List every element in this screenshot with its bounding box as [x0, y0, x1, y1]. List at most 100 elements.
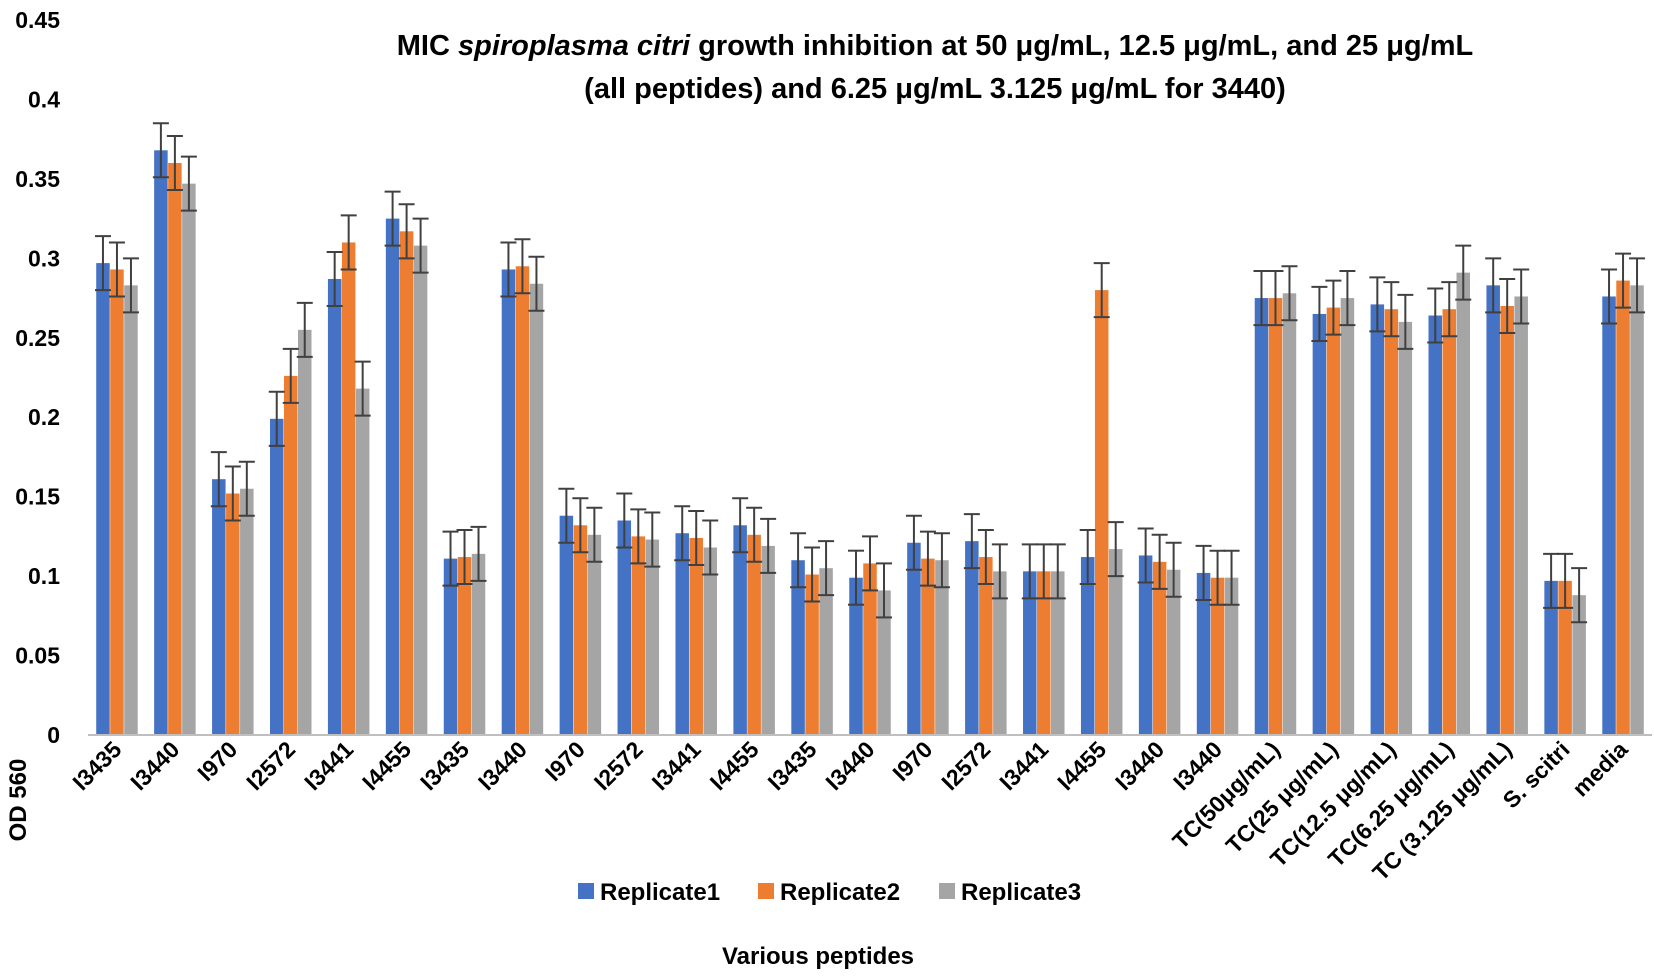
bar-replicate2 [805, 574, 819, 735]
bar-replicate3 [703, 547, 717, 735]
legend-swatch-replicate3 [939, 883, 955, 899]
bar-replicate2 [457, 557, 472, 735]
bar-replicate2 [1442, 309, 1457, 735]
bar-replicate1 [559, 515, 574, 735]
bar-replicate1 [96, 263, 110, 735]
legend-label-replicate3: Replicate3 [961, 879, 1081, 906]
bar-replicate3 [297, 329, 312, 735]
chart-title-prefix: MIC [397, 30, 458, 62]
bar-replicate3 [1572, 595, 1586, 735]
y-tick-label: 0.05 [15, 643, 60, 669]
x-category-label: I4455 [1052, 736, 1111, 795]
x-category-label: I3441 [299, 736, 358, 795]
x-category-label: I3440 [1110, 736, 1169, 795]
bar-replicate3 [1108, 549, 1123, 735]
bar-replicate1 [1254, 298, 1269, 735]
y-tick-label: 0.1 [28, 563, 60, 589]
bar-replicate2 [573, 525, 588, 735]
bar-replicate2 [1558, 580, 1572, 735]
bar-replicate1 [1080, 557, 1095, 735]
bar-replicate3 [124, 285, 138, 735]
bar-replicate2 [863, 563, 877, 735]
x-category-label: I3435 [415, 736, 474, 795]
y-tick-label: 0.45 [15, 7, 60, 33]
bar-replicate2 [110, 269, 124, 735]
bar-replicate3 [1398, 321, 1413, 735]
bar-replicate2 [399, 231, 414, 736]
bar-replicate2 [1326, 307, 1341, 735]
bar-replicate3 [413, 245, 428, 735]
x-category-label: I3435 [67, 736, 126, 795]
bar-replicate1 [154, 150, 168, 736]
y-tick-label: 0 [47, 722, 60, 748]
bar-replicate1 [212, 479, 226, 735]
bar-replicate2 [1616, 280, 1630, 735]
x-category-label: I3440 [473, 736, 532, 795]
x-category-label: I3440 [820, 736, 879, 795]
y-tick-label: 0.25 [15, 325, 60, 351]
bar-replicate1 [1486, 285, 1500, 735]
bar-replicate1 [849, 577, 863, 735]
chart-title-italic: spiroplasma citri [458, 30, 691, 62]
bar-replicate1 [733, 525, 747, 735]
bar-replicate2 [689, 537, 703, 735]
x-category-label: I2572 [241, 736, 300, 795]
bar-replicate3 [1514, 296, 1528, 735]
bar-replicate2 [1500, 306, 1514, 735]
bar-replicate2 [515, 266, 530, 735]
bar-replicate1 [385, 218, 400, 736]
legend: Replicate1 Replicate2 Replicate3 [578, 879, 1081, 906]
y-axis-label: OD 560 [5, 759, 32, 842]
bar-replicate3 [355, 388, 370, 735]
y-tick-label: 0.35 [15, 166, 60, 192]
bar-replicate3 [1224, 577, 1239, 735]
bar-replicate2 [168, 163, 182, 735]
bar-replicate1 [327, 278, 342, 735]
bar-replicate3 [993, 571, 1007, 735]
x-category-label: I3441 [647, 736, 706, 795]
bar-replicate1 [443, 558, 458, 735]
x-category-label: I2572 [936, 736, 995, 795]
x-axis-label: Various peptides [722, 943, 914, 970]
bars [96, 150, 1644, 736]
y-tick-label: 0.4 [28, 86, 60, 112]
bar-replicate3 [1282, 293, 1297, 735]
bar-replicate2 [921, 558, 935, 735]
bar-replicate3 [819, 568, 833, 735]
bar-replicate2 [979, 557, 993, 735]
bar-replicate3 [935, 560, 949, 735]
bar-replicate1 [1602, 296, 1616, 735]
bar-replicate2 [1152, 561, 1167, 735]
bar-replicate1 [1544, 580, 1558, 735]
legend-label-replicate1: Replicate1 [600, 879, 720, 906]
bar-replicate1 [1138, 555, 1153, 735]
bar-replicate2 [341, 242, 356, 735]
x-category-label: I970 [540, 736, 590, 786]
bar-replicate3 [1340, 298, 1355, 735]
bar-replicate2 [747, 534, 761, 735]
bar-replicate3 [1456, 272, 1471, 735]
bar-replicate3 [529, 283, 544, 735]
bar-replicate1 [965, 541, 979, 735]
bar-replicate1 [269, 418, 284, 735]
x-category-label: I4455 [357, 736, 416, 795]
bar-replicate1 [617, 520, 632, 735]
x-category-label: I2572 [589, 736, 648, 795]
bar-replicate2 [631, 536, 646, 735]
x-category-label: I3435 [763, 736, 822, 795]
bar-replicate2 [1094, 290, 1109, 735]
bar-replicate1 [1370, 304, 1385, 735]
legend-swatch-replicate2 [758, 883, 774, 899]
bar-replicate3 [240, 488, 254, 735]
bar-replicate1 [675, 533, 689, 735]
bar-replicate3 [1051, 571, 1065, 735]
bar-replicate2 [283, 375, 298, 735]
x-category-label: I3440 [125, 736, 184, 795]
bar-replicate2 [1384, 309, 1399, 735]
bar-replicate3 [877, 590, 891, 735]
x-category-label: I4455 [705, 736, 764, 795]
bar-replicate1 [907, 542, 921, 735]
bar-replicate3 [587, 534, 602, 735]
